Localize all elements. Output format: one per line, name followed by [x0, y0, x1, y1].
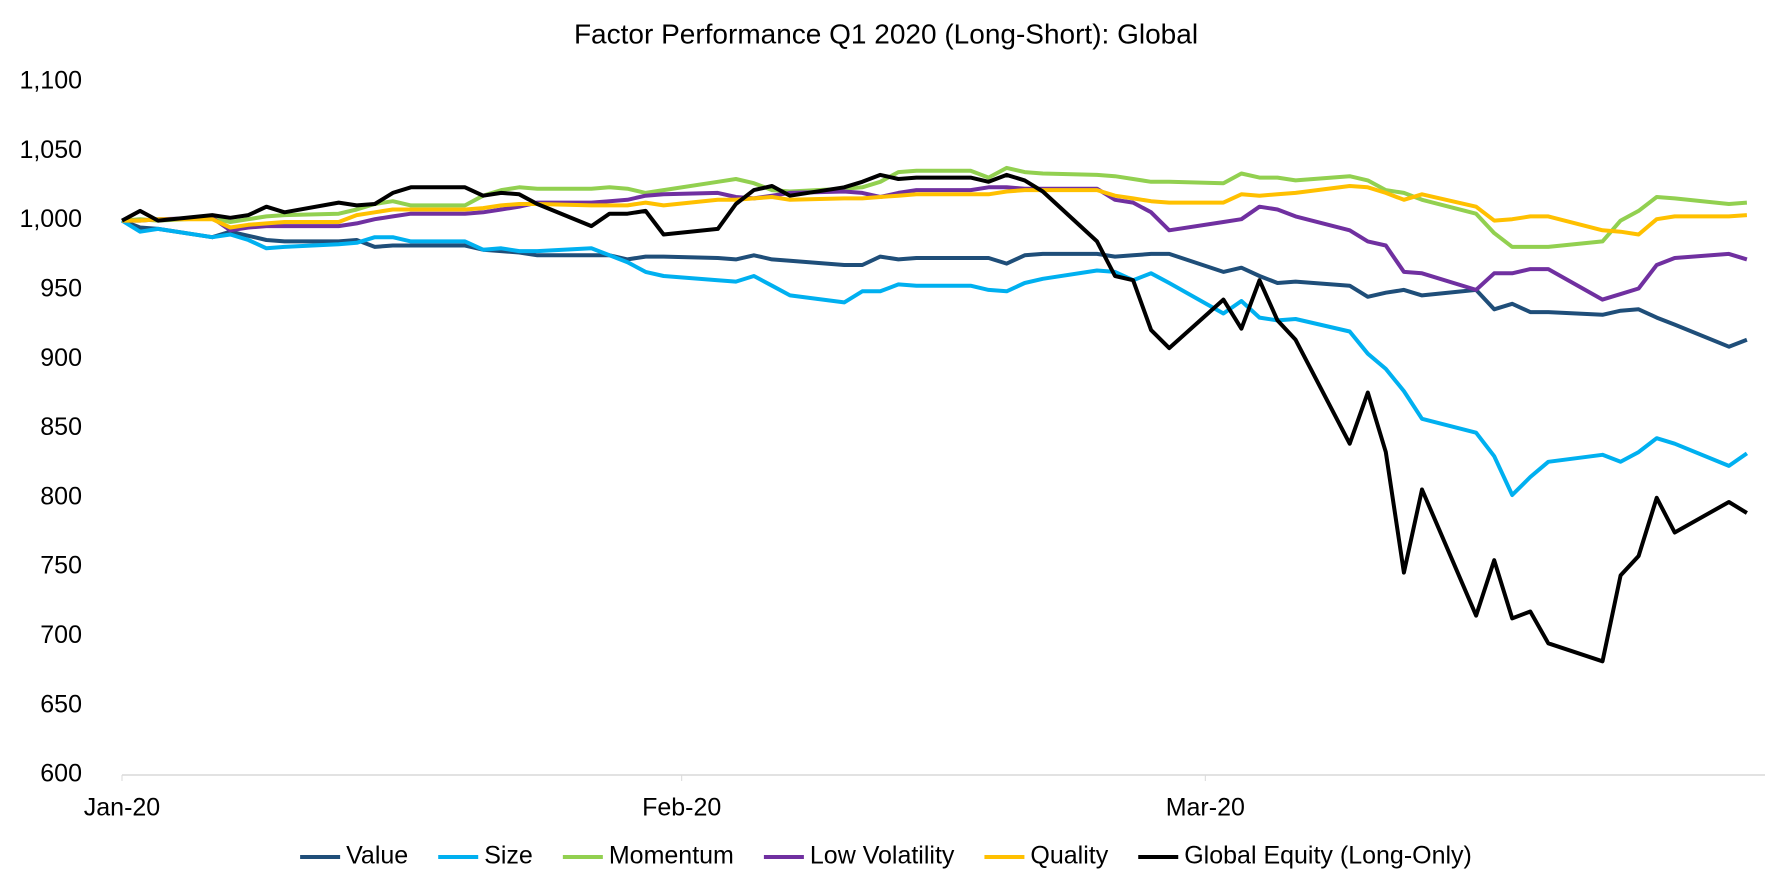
- y-tick-label: 1,050: [19, 136, 82, 164]
- x-tick-label: Mar-20: [1166, 794, 1245, 822]
- y-tick-label: 800: [40, 482, 82, 510]
- y-tick-label: 950: [40, 275, 82, 303]
- y-tick-label: 600: [40, 760, 82, 788]
- series-line: [121, 165, 1748, 249]
- legend-label: Momentum: [609, 842, 734, 870]
- series-line: [122, 184, 1748, 237]
- series-line: [120, 218, 1749, 497]
- legend-label: Global Equity (Long-Only): [1184, 842, 1472, 870]
- chart-title: Factor Performance Q1 2020 (Long-Short):…: [574, 18, 1198, 49]
- x-tick-label: Feb-20: [642, 794, 721, 822]
- y-tick-label: 850: [40, 413, 82, 441]
- y-tick-label: 1,100: [19, 67, 82, 95]
- y-tick-label: 650: [40, 690, 82, 718]
- series-line: [121, 218, 1748, 349]
- legend-label: Size: [484, 842, 533, 870]
- legend-label: Value: [346, 842, 408, 870]
- legend: Value Size Momentum Low Volatility Quality Gl…: [300, 842, 1472, 870]
- y-tick-label: 750: [40, 552, 82, 580]
- x-tick-label: Jan-20: [84, 794, 160, 822]
- y-tick-label: 900: [40, 344, 82, 372]
- series-line: [122, 185, 1748, 302]
- legend-label: Low Volatility: [810, 842, 955, 870]
- series-line: [121, 172, 1748, 664]
- legend-label: Quality: [1030, 842, 1108, 870]
- y-tick-label: 700: [40, 621, 82, 649]
- y-tick-label: 1,000: [19, 205, 82, 233]
